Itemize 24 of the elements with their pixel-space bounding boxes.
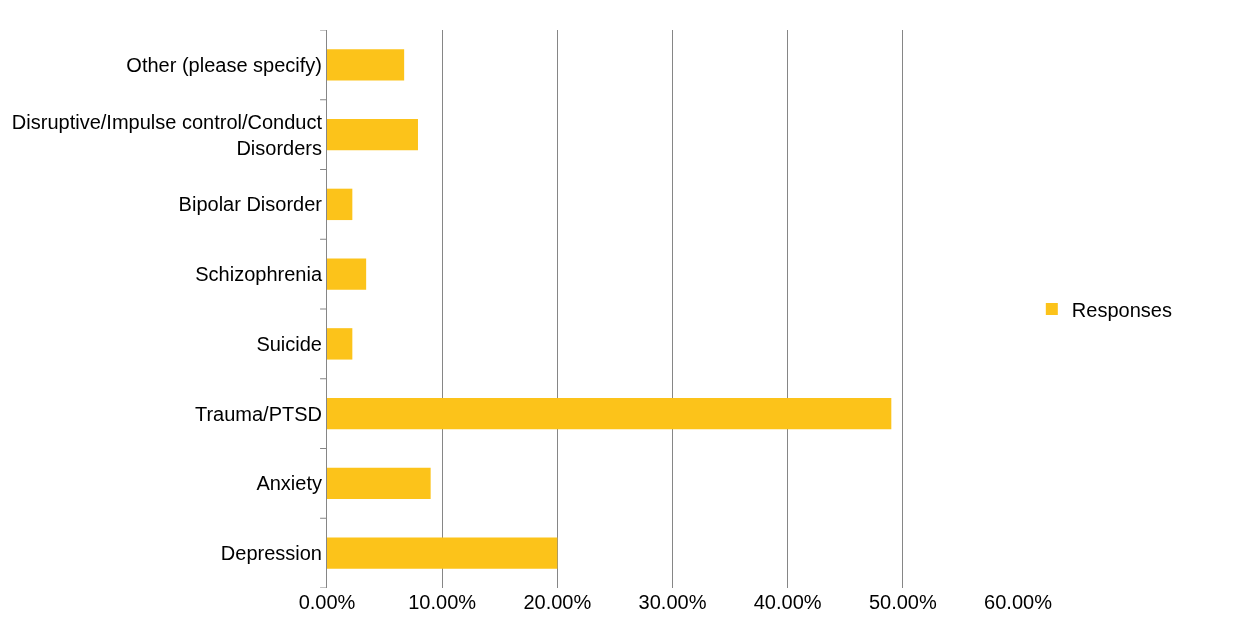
- bar: [327, 118, 418, 151]
- x-tick-label: 0.00%: [298, 591, 356, 613]
- y-tick-label: Schizophrenia: [195, 263, 323, 286]
- y-tick-label: Trauma/PTSD: [194, 402, 322, 425]
- x-tick-label: 10.00%: [408, 591, 477, 613]
- x-tick-label: 50.00%: [868, 591, 937, 613]
- y-tick-label: Suicide: [256, 332, 322, 355]
- legend-label: Responses: [1071, 298, 1172, 321]
- bar: [327, 258, 367, 290]
- x-tick-label: 40.00%: [753, 591, 822, 613]
- x-tick-label: 30.00%: [638, 591, 707, 613]
- y-tick-label: Anxiety: [256, 472, 322, 495]
- y-tick-label: Disruptive/Impulse control/Conduct Disorders: [11, 110, 323, 159]
- bar: [327, 467, 431, 500]
- y-tick-label: Bipolar Disorder: [178, 193, 323, 216]
- y-tick-label: Other (please specify): [126, 53, 322, 76]
- x-tick-label: 60.00%: [984, 591, 1053, 613]
- x-tick-label: 20.00%: [523, 591, 592, 613]
- bar: [327, 397, 892, 430]
- bar: [327, 188, 353, 221]
- y-tick-label: Depression: [220, 542, 322, 565]
- bar: [327, 49, 405, 81]
- bar: [327, 328, 353, 360]
- bar: [327, 537, 558, 569]
